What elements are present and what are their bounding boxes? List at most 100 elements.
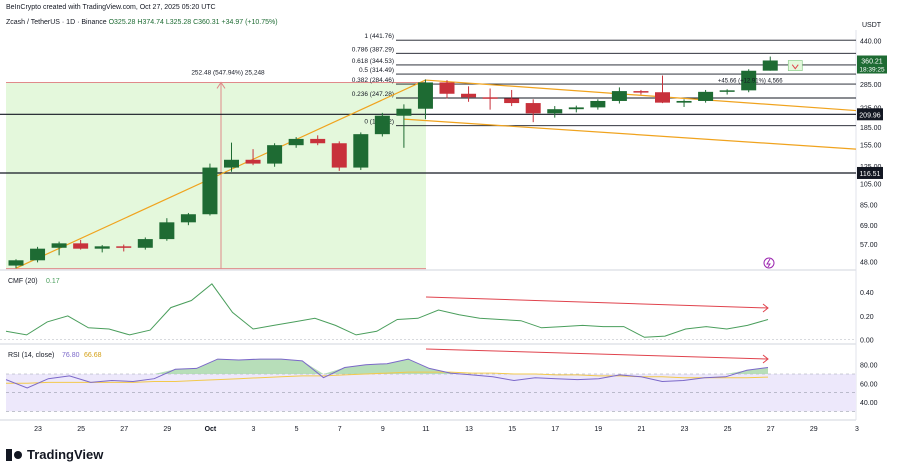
measure-arrow-head <box>216 81 226 89</box>
price-axis-tick: 125.00 <box>860 164 882 171</box>
key-level-tag <box>857 166 883 179</box>
rsi-divergence-line <box>425 348 769 360</box>
candle-body <box>310 138 326 144</box>
price-axis-tick: 85.00 <box>860 202 878 209</box>
symbol-title: Zcash / TetherUS · 1D · Binance O325.28 … <box>6 19 278 26</box>
price-axis-tick: 225.00 <box>860 105 882 112</box>
candle-body <box>741 70 757 91</box>
cmf-divergence-arrow <box>762 303 769 313</box>
flash-event-icon <box>763 257 775 269</box>
candle-body <box>676 100 692 103</box>
candle-body <box>525 103 541 114</box>
x-axis-tick: 13 <box>465 426 473 433</box>
candle-body <box>202 167 218 215</box>
brand-name: TradingView <box>27 447 104 462</box>
x-axis-tick: 15 <box>508 426 516 433</box>
candle-body <box>611 91 627 101</box>
candle-body <box>698 91 714 101</box>
candle-body <box>568 107 584 110</box>
price-axis-tick: 57.00 <box>860 242 878 249</box>
x-axis-tick: 23 <box>34 426 42 433</box>
currency-label: USDT <box>862 22 882 29</box>
candle-body <box>180 214 196 223</box>
ohlc-change: +34.97 (+10.75%) <box>221 19 278 26</box>
x-axis-tick: 3 <box>252 426 256 433</box>
key-level-tag <box>857 108 883 121</box>
projection-label: +45.66 (+12.91%) 4,566 <box>718 79 783 85</box>
symbol-name: Zcash / TetherUS · 1D · Binance <box>6 19 107 26</box>
projection-arrow <box>791 64 799 70</box>
candle-body <box>762 60 778 71</box>
price-axis-tick: 155.00 <box>860 143 882 150</box>
cmf-line <box>5 283 769 338</box>
x-axis-tick: 29 <box>810 426 818 433</box>
channel-lower-line <box>403 118 857 150</box>
price-axis-tick: 105.00 <box>860 181 882 188</box>
rsi-ma-value: 66.68 <box>84 352 102 359</box>
candle-body <box>396 108 412 116</box>
fib-level-label: 0.618 (344.53) <box>352 58 394 65</box>
rsi-axis-tick: 60.00 <box>860 381 878 388</box>
candle-body <box>267 145 283 164</box>
candle-body <box>461 93 477 98</box>
ohlc-high: H374.74 <box>137 19 164 26</box>
candle-body <box>137 239 153 248</box>
ohlc-open: O325.28 <box>108 19 136 26</box>
x-axis-tick: 21 <box>638 426 646 433</box>
candle-body <box>30 248 46 261</box>
price-axis-tick: 69.00 <box>860 223 878 230</box>
rsi-value: 76.80 <box>62 352 80 359</box>
fib-level-label: 0.382 (284.46) <box>352 77 394 84</box>
candle-body <box>633 91 649 93</box>
tradingview-logo[interactable]: TradingView <box>6 447 103 462</box>
candle-body <box>547 109 563 114</box>
candle-body <box>288 138 304 146</box>
x-axis-tick: 25 <box>724 426 732 433</box>
candle-body <box>439 82 455 94</box>
candle-body <box>331 143 347 168</box>
candle-body <box>159 222 175 240</box>
candle-body <box>482 97 498 99</box>
candle-body <box>655 92 670 103</box>
fib-level-label: 0.786 (387.29) <box>352 46 394 53</box>
candle-body <box>51 243 67 248</box>
x-axis-tick: 17 <box>551 426 559 433</box>
fib-level-label: 0.5 (314.49) <box>359 67 394 74</box>
rsi-divergence-arrow <box>762 354 769 364</box>
x-axis-tick: 27 <box>120 426 128 433</box>
candle-body <box>719 90 735 92</box>
rsi-axis-tick: 80.00 <box>860 363 878 370</box>
ohlc-low: L325.28 <box>165 19 192 26</box>
candle-body <box>245 159 261 164</box>
candle-body <box>504 98 520 104</box>
x-axis-tick: 7 <box>338 426 342 433</box>
rsi-axis-tick: 40.00 <box>860 400 878 407</box>
fib-level-label: 1 (441.76) <box>364 33 394 40</box>
x-axis-tick: 19 <box>594 426 602 433</box>
price-axis-tick: 48.00 <box>860 259 878 266</box>
cmf-axis-tick: 0.00 <box>860 338 874 345</box>
x-axis-tick: 9 <box>381 426 385 433</box>
price-axis-tick: 285.00 <box>860 82 882 89</box>
cmf-last-value: 0.17 <box>46 278 60 285</box>
cmf-title: CMF (20) <box>8 278 38 285</box>
current-price-tag <box>857 55 887 74</box>
rsi-line <box>5 358 769 389</box>
candle-body <box>374 115 390 135</box>
key-level-value: 116.51 <box>860 171 881 178</box>
x-axis-tick: 27 <box>767 426 775 433</box>
candle-body <box>94 246 110 249</box>
rsi-title: RSI (14, close) <box>8 352 54 359</box>
created-by-label: BeInCrypto created with TradingView.com,… <box>6 4 216 11</box>
x-axis-tick: 3 <box>855 426 859 433</box>
ohlc-close: C360.31 <box>193 19 220 26</box>
current-price-value: 360.21 <box>861 59 883 66</box>
projection-box <box>787 60 803 71</box>
cmf-axis-tick: 0.40 <box>860 290 874 297</box>
tradingview-icon <box>6 448 22 461</box>
fib-level-label: 0.236 (247.28) <box>352 91 394 98</box>
x-axis-tick: 29 <box>163 426 171 433</box>
cmf-divergence-line <box>425 296 769 309</box>
x-axis-tick: 5 <box>295 426 299 433</box>
